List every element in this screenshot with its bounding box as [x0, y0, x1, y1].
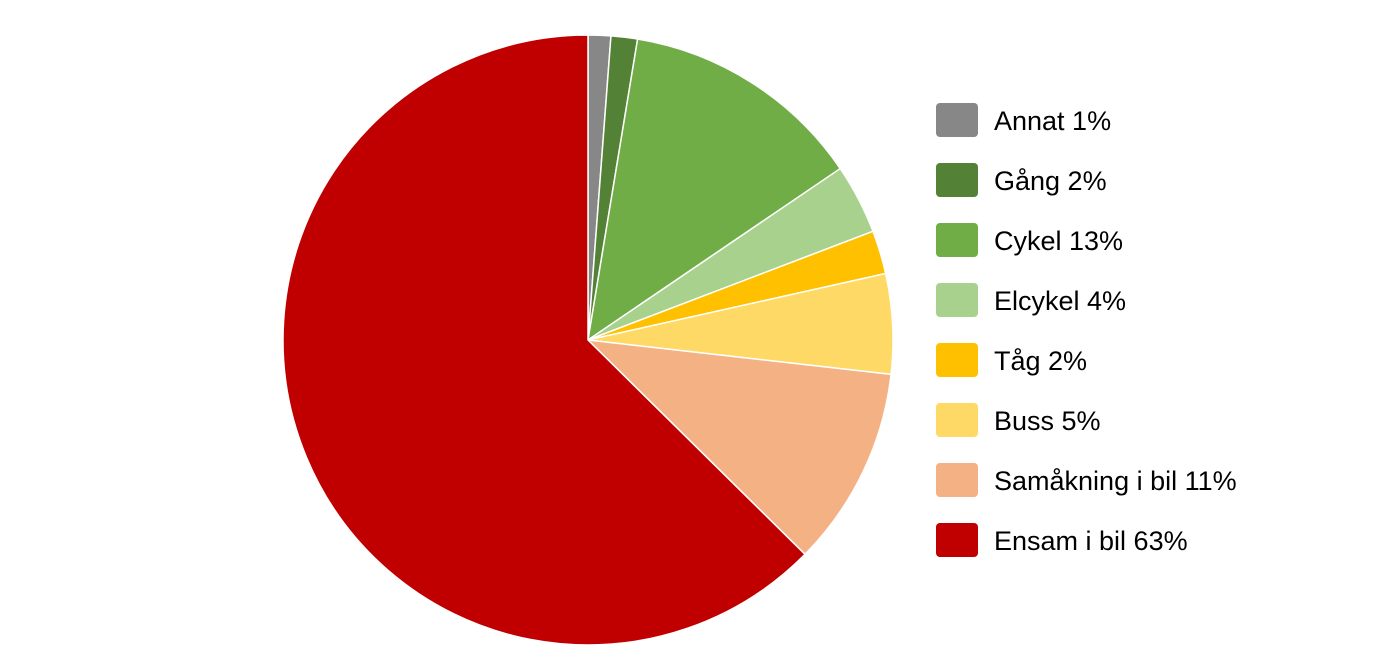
legend-swatch: [936, 343, 978, 377]
legend-label: Gång 2%: [994, 166, 1107, 196]
legend-label: Annat 1%: [994, 106, 1111, 136]
pie-slice: [587, 38, 842, 341]
legend-item: Gång 2%: [936, 163, 1107, 197]
legend-label: Buss 5%: [994, 406, 1101, 436]
legend-item: Elcykel 4%: [936, 283, 1126, 317]
pie-slice: [587, 339, 892, 556]
legend-item: Annat 1%: [936, 103, 1111, 137]
legend-swatch: [936, 223, 978, 257]
legend-label: Elcykel 4%: [994, 286, 1126, 316]
legend-label: Cykel 13%: [994, 226, 1123, 256]
legend-label: Ensam i bil 63%: [994, 526, 1188, 556]
legend: Annat 1% Gång 2% Cykel 13% Elcykel 4% Tåg 2%…: [936, 103, 1237, 557]
legend-item: Samåkning i bil 11%: [936, 463, 1237, 497]
legend-item: Ensam i bil 63%: [936, 523, 1188, 557]
legend-label: Tåg 2%: [994, 346, 1087, 376]
legend-item: Cykel 13%: [936, 223, 1123, 257]
pie-slice: [282, 34, 806, 646]
legend-label: Samåkning i bil 11%: [994, 466, 1237, 496]
legend-item: Tåg 2%: [936, 343, 1087, 377]
legend-swatch: [936, 403, 978, 437]
legend-swatch: [936, 163, 978, 197]
legend-swatch: [936, 283, 978, 317]
legend-swatch: [936, 463, 978, 497]
legend-item: Buss 5%: [936, 403, 1101, 437]
pie-slices: [282, 34, 894, 646]
legend-swatch: [936, 103, 978, 137]
legend-swatch: [936, 523, 978, 557]
